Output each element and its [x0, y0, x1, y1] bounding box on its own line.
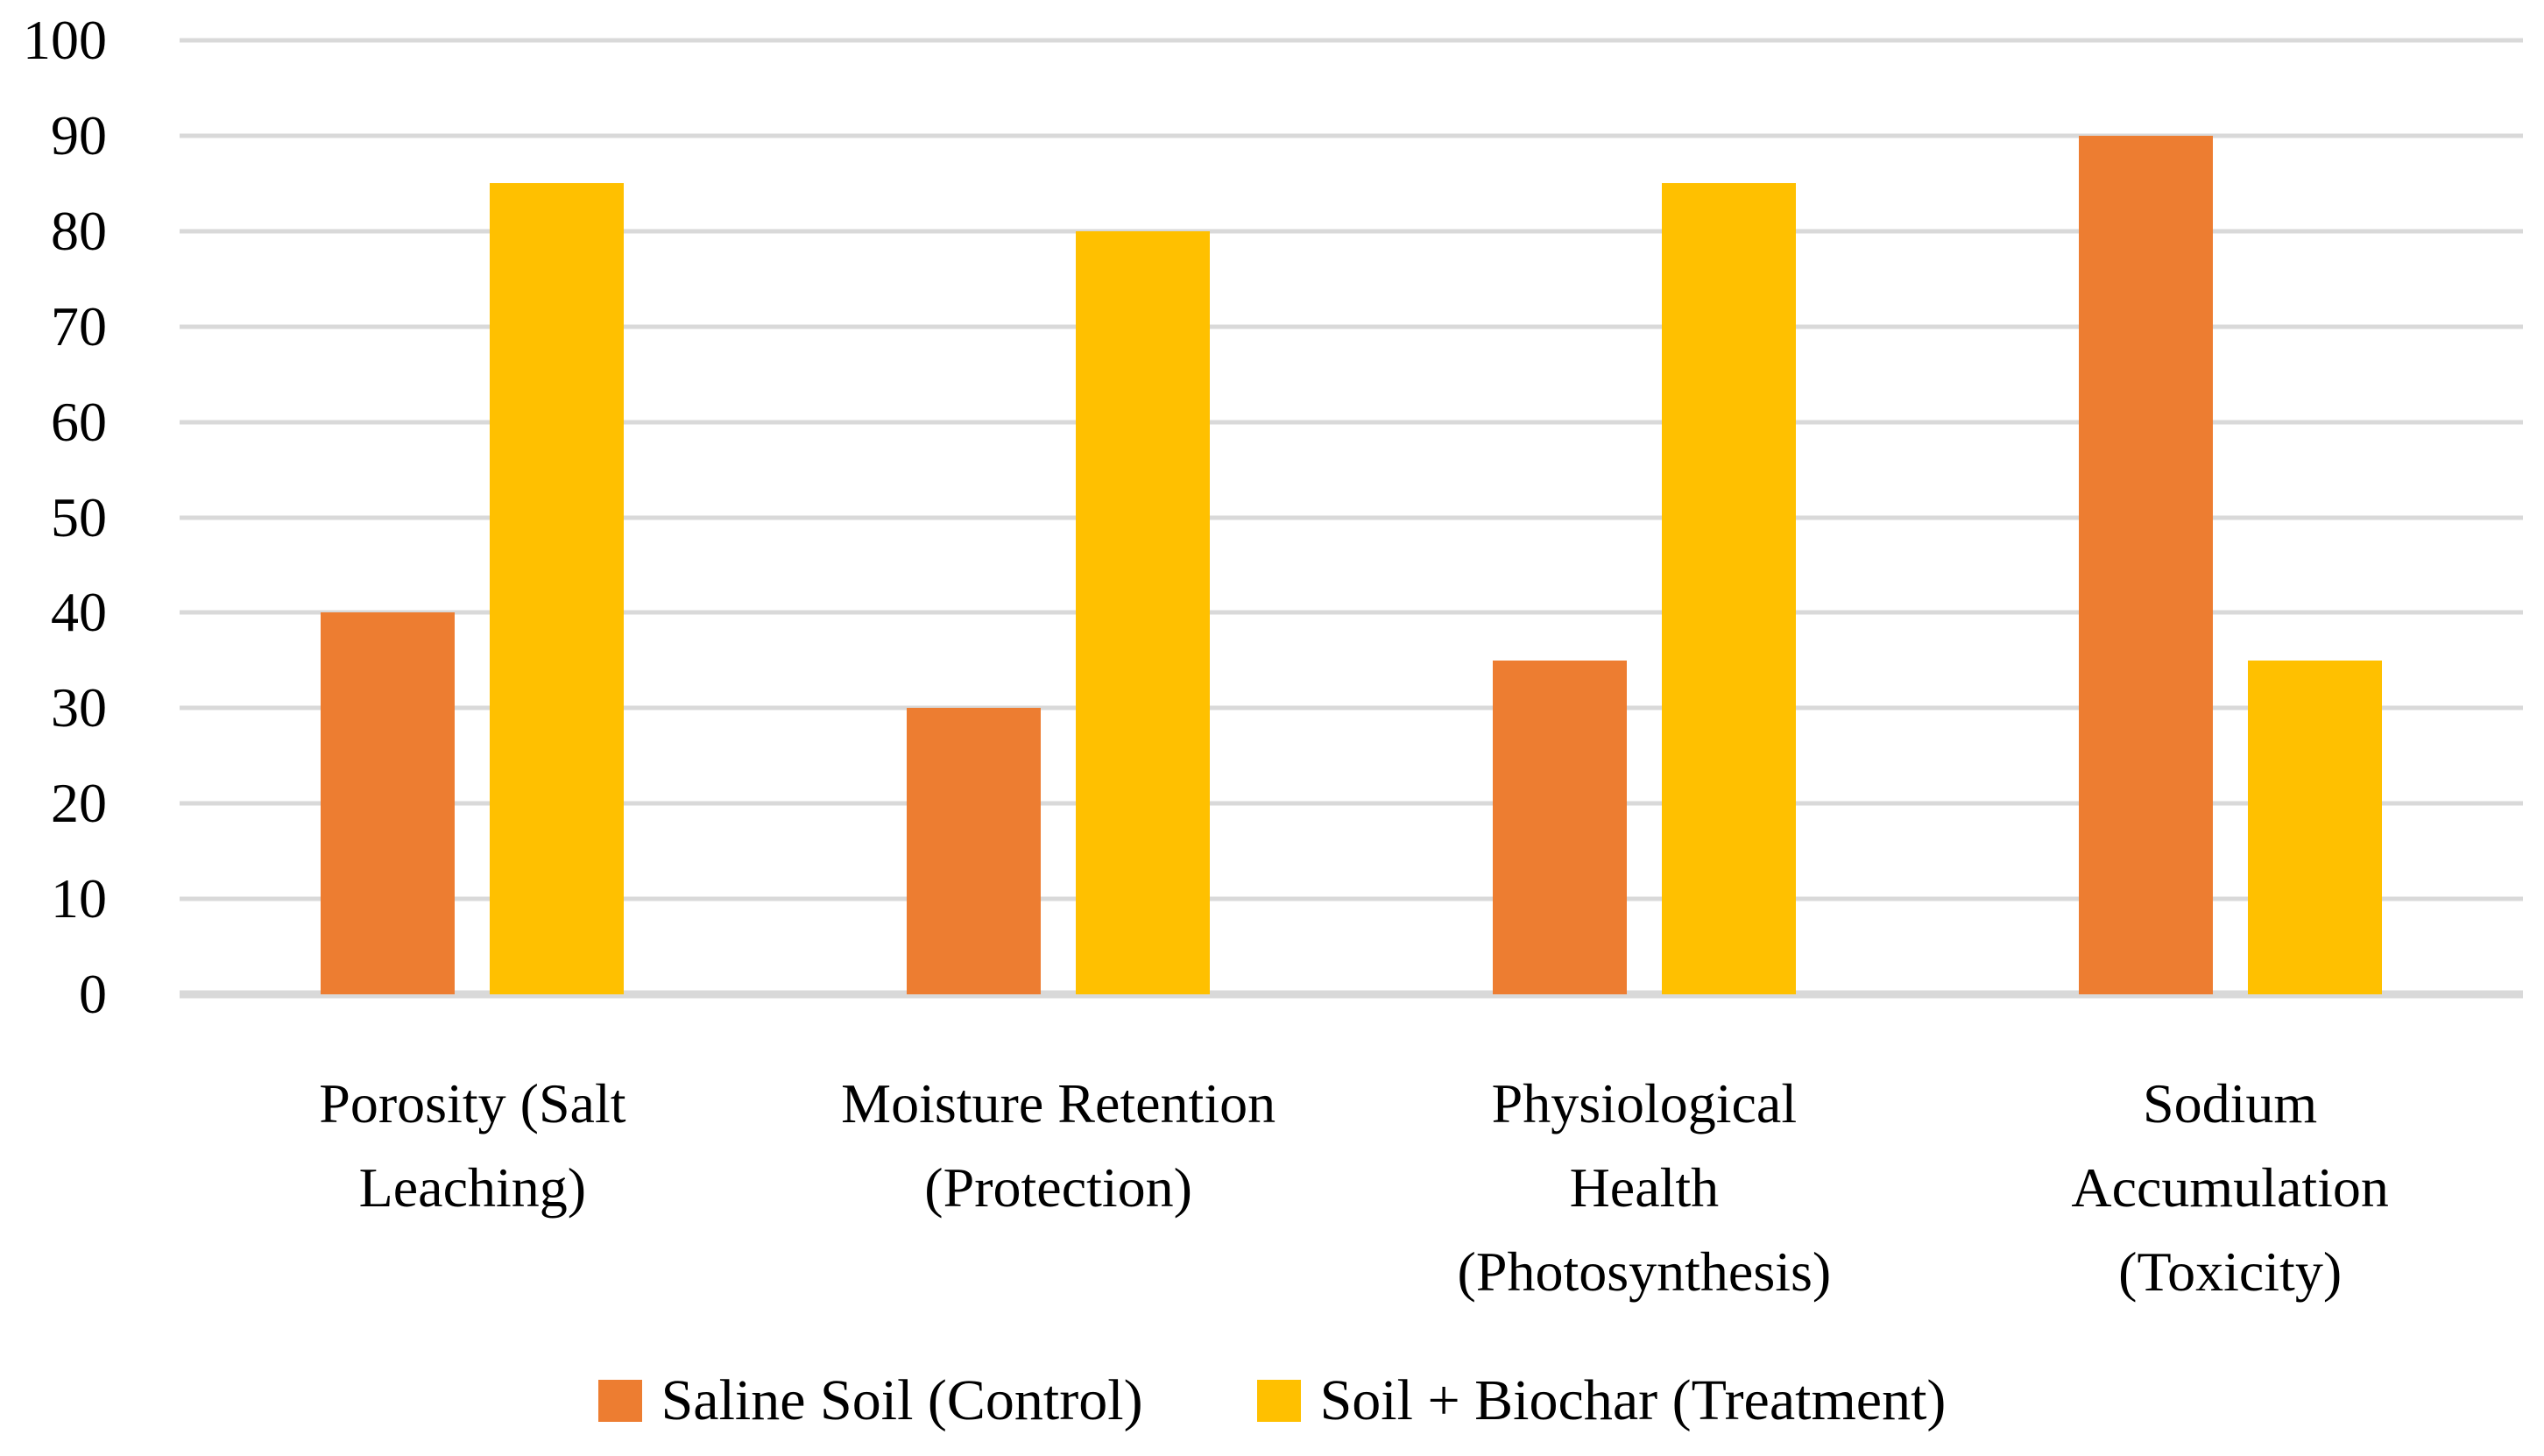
gridline	[180, 229, 2523, 234]
bar	[490, 183, 625, 994]
category-label: Porosity (Salt Leaching)	[319, 1072, 626, 1219]
y-tick-label: 100	[23, 9, 107, 71]
bar-group	[1937, 40, 2523, 994]
bar	[2247, 660, 2382, 994]
gridline	[180, 420, 2523, 425]
gridline	[180, 896, 2523, 901]
y-tick-label: 90	[51, 103, 107, 166]
y-tick-label: 60	[51, 390, 107, 453]
category-label: Sodium Accumulation (Toxicity)	[2071, 1072, 2389, 1303]
legend-item: Soil + Biochar (Treatment)	[1256, 1368, 1947, 1432]
legend-label: Saline Soil (Control)	[661, 1368, 1143, 1432]
axis-baseline	[180, 990, 2523, 999]
category-label: Moisture Retention (Protection)	[841, 1072, 1276, 1219]
bar-group	[180, 40, 766, 994]
bar	[1492, 660, 1627, 994]
legend-swatch	[1256, 1380, 1301, 1422]
gridline	[180, 610, 2523, 615]
y-tick-label: 10	[51, 867, 107, 930]
y-tick-label: 0	[79, 963, 107, 1025]
legend-label: Soil + Biochar (Treatment)	[1319, 1368, 1947, 1432]
bar	[321, 612, 456, 994]
bar-groups	[180, 40, 2523, 994]
legend-swatch	[597, 1380, 642, 1422]
legend: Saline Soil (Control) Soil + Biochar (Tre…	[0, 1372, 2544, 1430]
x-axis-category-labels: Porosity (Salt Leaching) Moisture Retenti…	[180, 1062, 2523, 1314]
bar-group	[766, 40, 1352, 994]
y-tick-label: 50	[51, 485, 107, 548]
plot-area	[180, 38, 2523, 999]
bar	[1076, 230, 1211, 994]
bar	[907, 708, 1042, 994]
y-axis: 0 10 20 30 40 50 60 70 80 90 100	[0, 12, 107, 1022]
y-tick-label: 80	[51, 199, 107, 262]
y-tick-label: 40	[51, 581, 107, 644]
legend-item: Saline Soil (Control)	[597, 1368, 1143, 1432]
y-tick-label: 30	[51, 676, 107, 739]
y-tick-label: 20	[51, 772, 107, 835]
gridline	[180, 133, 2523, 138]
gridline	[180, 515, 2523, 519]
bar	[2078, 135, 2213, 994]
y-tick-label: 70	[51, 294, 107, 357]
bar-group	[1352, 40, 1938, 994]
bar	[1661, 183, 1796, 994]
category-label: Physiological Health (Photosynthesis)	[1457, 1072, 1832, 1303]
gridline	[180, 705, 2523, 710]
gridline	[180, 801, 2523, 806]
gridline	[180, 38, 2523, 43]
gridline	[180, 324, 2523, 329]
